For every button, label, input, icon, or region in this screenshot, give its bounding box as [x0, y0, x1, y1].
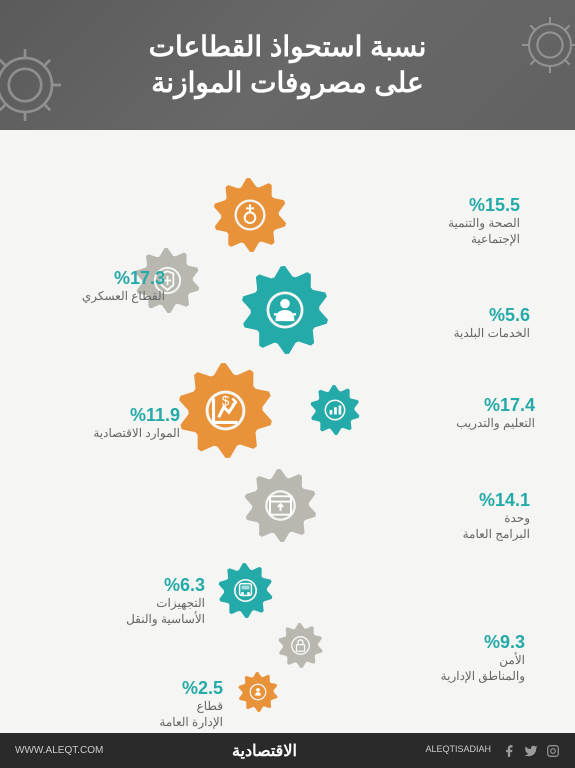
title-line-2: على مصروفات الموازنة [149, 65, 427, 101]
svg-text:$: $ [221, 393, 229, 408]
gear-health [213, 178, 287, 257]
gear-chart: $ [178, 363, 273, 463]
sector-label: %15.5الصحة والتنميةالإجتماعية [390, 195, 520, 247]
gear-person [241, 266, 329, 359]
footer-handle: ALEQTISADIAH [425, 744, 491, 758]
sector-label: %17.4التعليم والتدريب [405, 395, 535, 432]
header-section: نسبة استحواذ القطاعات على مصروفات المواز… [0, 0, 575, 130]
sector-label: %9.3الأمنوالمناطق الإدارية [395, 632, 525, 684]
page-title: نسبة استحواذ القطاعات على مصروفات المواز… [149, 29, 427, 102]
sector-label: %2.5قطاعالإدارة العامة [93, 678, 223, 730]
gear-bars [310, 385, 360, 440]
decorative-gear-icon [0, 40, 70, 130]
sector-label: %5.6الخدمات البلدية [400, 305, 530, 342]
gear-user [238, 672, 278, 717]
gear-train [218, 563, 273, 623]
gear-window [244, 469, 317, 547]
sector-label: %17.3القطاع العسكري [35, 268, 165, 305]
instagram-icon [546, 744, 560, 758]
social-icons: ALEQTISADIAH [425, 744, 560, 758]
gear-diagram: $ %15.5الصحة والتنميةالإجتماعية %17.3القط… [0, 130, 575, 730]
gear-lock [278, 623, 323, 673]
decorative-gear-icon [515, 10, 575, 80]
footer: ALEQTISADIAH الاقتصادية WWW.ALEQT.COM [0, 733, 575, 768]
twitter-icon [524, 744, 538, 758]
facebook-icon [502, 744, 516, 758]
title-line-1: نسبة استحواذ القطاعات [149, 29, 427, 65]
sector-label: %14.1وحدةالبرامج العامة [400, 490, 530, 542]
sector-label: %11.9الموارد الاقتصادية [50, 405, 180, 442]
footer-url: WWW.ALEQT.COM [15, 745, 103, 756]
footer-brand: الاقتصادية [232, 741, 297, 761]
sector-label: %6.3التجهيزاتالأساسية والنقل [75, 575, 205, 627]
